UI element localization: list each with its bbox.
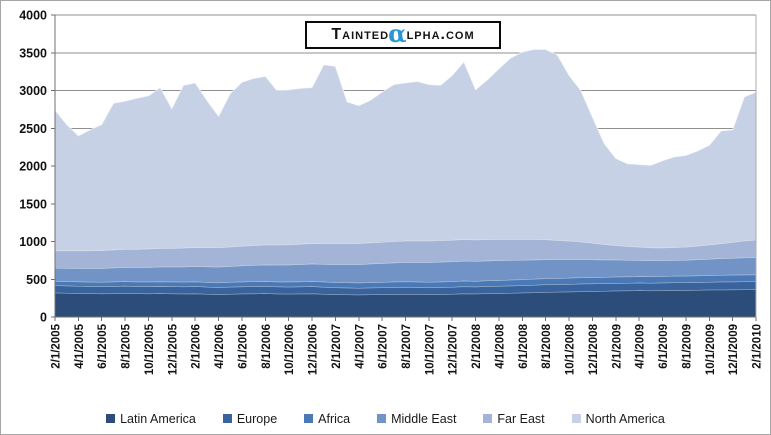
- x-axis-label: 8/1/2007: [401, 324, 413, 369]
- x-axis-label: 2/1/2007: [331, 324, 343, 369]
- x-axis-label: 2/1/2009: [611, 324, 623, 369]
- x-axis-label: 12/1/2005: [167, 323, 179, 375]
- x-axis-label: 4/1/2006: [214, 324, 226, 369]
- legend-swatch-latin-america: [106, 414, 116, 424]
- area-europe: [55, 281, 756, 295]
- x-axis-label: 6/1/2008: [518, 323, 530, 368]
- x-axis-label: 2/1/2005: [51, 323, 63, 368]
- legend-swatch-middle-east: [377, 414, 387, 424]
- x-axis-label: 10/1/2006: [284, 324, 296, 375]
- legend-item-far-east: Far East: [483, 411, 545, 426]
- legend-label-africa: Africa: [318, 411, 351, 426]
- x-axis-label: 8/1/2006: [261, 324, 273, 369]
- x-axis-label: 4/1/2005: [74, 323, 86, 368]
- legend-item-latin-america: Latin America: [106, 411, 196, 426]
- y-axis-label-500: 500: [26, 273, 47, 287]
- x-axis-label: 2/1/2008: [471, 323, 483, 368]
- legend-label-europe: Europe: [236, 411, 278, 426]
- y-axis-label-0: 0: [40, 311, 47, 325]
- x-axis-label: 6/1/2006: [237, 324, 249, 369]
- legend-label-north-america: North America: [585, 411, 665, 426]
- y-axis-label-2000: 2000: [19, 160, 47, 174]
- watermark: Tainted α lpha.com: [305, 21, 501, 49]
- legend-label-latin-america: Latin America: [120, 411, 196, 426]
- x-axis-label: 10/1/2007: [424, 324, 436, 375]
- x-axis-label: 6/1/2007: [378, 324, 390, 369]
- area-far-east: [55, 239, 756, 269]
- legend-item-north-america: North America: [571, 411, 665, 426]
- y-axis-label-2500: 2500: [19, 122, 47, 136]
- x-axis-label: 4/1/2007: [354, 324, 366, 369]
- x-axis-label: 8/1/2009: [681, 324, 693, 369]
- x-axis-label: 8/1/2005: [121, 323, 133, 368]
- x-axis-label: 12/1/2009: [728, 324, 740, 375]
- legend-swatch-north-america: [571, 414, 581, 424]
- area-latin-america: [55, 289, 756, 317]
- x-axis-label: 10/1/2005: [144, 323, 156, 375]
- legend-label-far-east: Far East: [497, 411, 545, 426]
- area-north-america: [55, 49, 756, 251]
- x-axis-label: 6/1/2005: [97, 323, 109, 368]
- x-axis-label: 2/1/2010: [752, 324, 764, 369]
- legend-item-middle-east: Middle East: [377, 411, 457, 426]
- area-edge-north-america: [54, 48, 757, 166]
- x-axis-label: 10/1/2008: [565, 323, 577, 375]
- legend-item-africa: Africa: [304, 411, 351, 426]
- y-axis-label-3000: 3000: [19, 84, 47, 98]
- x-axis-label: 12/1/2007: [448, 324, 460, 375]
- area-middle-east: [55, 257, 756, 283]
- watermark-prefix: Tainted: [331, 26, 390, 43]
- watermark-suffix: lpha.com: [406, 26, 475, 43]
- x-axis-label: 8/1/2008: [541, 323, 553, 368]
- x-axis-label: 12/1/2008: [588, 323, 600, 375]
- x-axis-label: 6/1/2009: [658, 324, 670, 369]
- legend-label-middle-east: Middle East: [391, 411, 457, 426]
- y-axis-label-1500: 1500: [19, 197, 47, 211]
- y-axis-label-1000: 1000: [19, 235, 47, 249]
- legend-swatch-europe: [222, 414, 232, 424]
- x-axis-label: 4/1/2009: [635, 324, 647, 369]
- y-axis-label-3500: 3500: [19, 46, 47, 60]
- legend: Latin America Europe Africa Middle East Far …: [1, 411, 770, 426]
- x-axis-label: 10/1/2009: [705, 324, 717, 375]
- y-axis-label-4000: 4000: [19, 9, 47, 23]
- legend-item-europe: Europe: [222, 411, 278, 426]
- x-axis-label: 4/1/2008: [494, 323, 506, 368]
- legend-swatch-far-east: [483, 414, 493, 424]
- watermark-text: Tainted α lpha.com: [331, 19, 475, 48]
- x-axis-label: 2/1/2006: [191, 324, 203, 369]
- legend-swatch-africa: [304, 414, 314, 424]
- x-axis-label: 12/1/2006: [308, 324, 320, 375]
